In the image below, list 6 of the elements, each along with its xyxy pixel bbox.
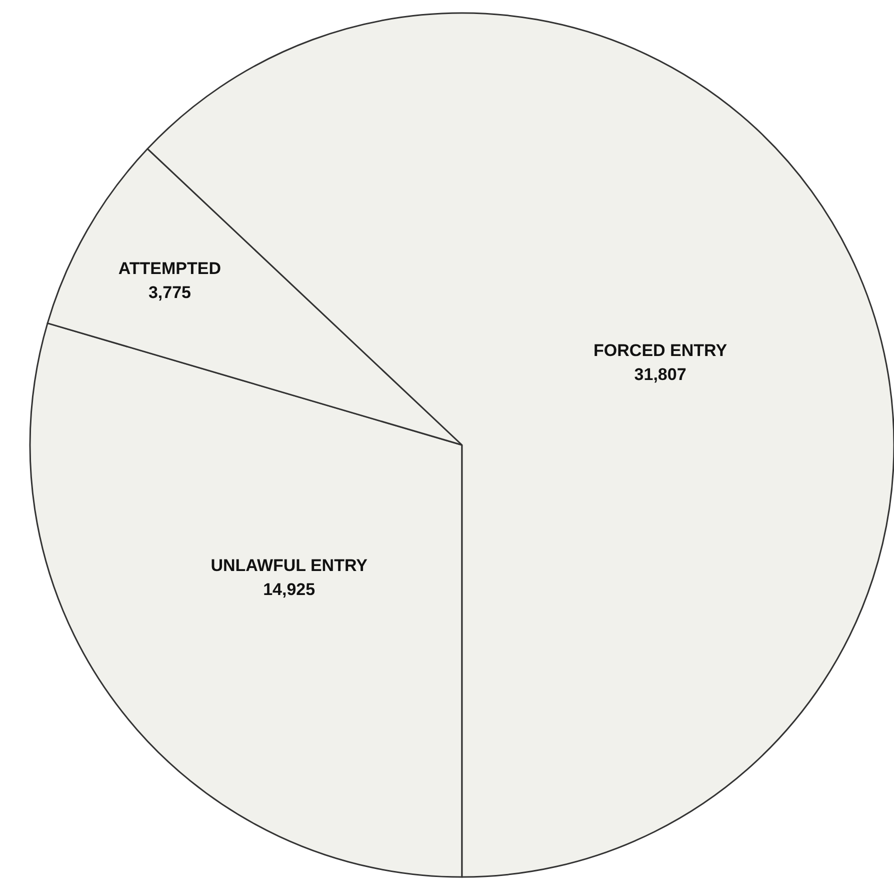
data-label: 14,925	[263, 580, 316, 599]
data-label: 3,775	[148, 282, 191, 302]
data-label: 31,807	[634, 364, 686, 384]
slice-label: UNLAWFUL ENTRY	[210, 556, 368, 576]
slice-label: ATTEMPTED	[118, 258, 222, 278]
slice-label: FORCED ENTRY	[594, 340, 728, 360]
